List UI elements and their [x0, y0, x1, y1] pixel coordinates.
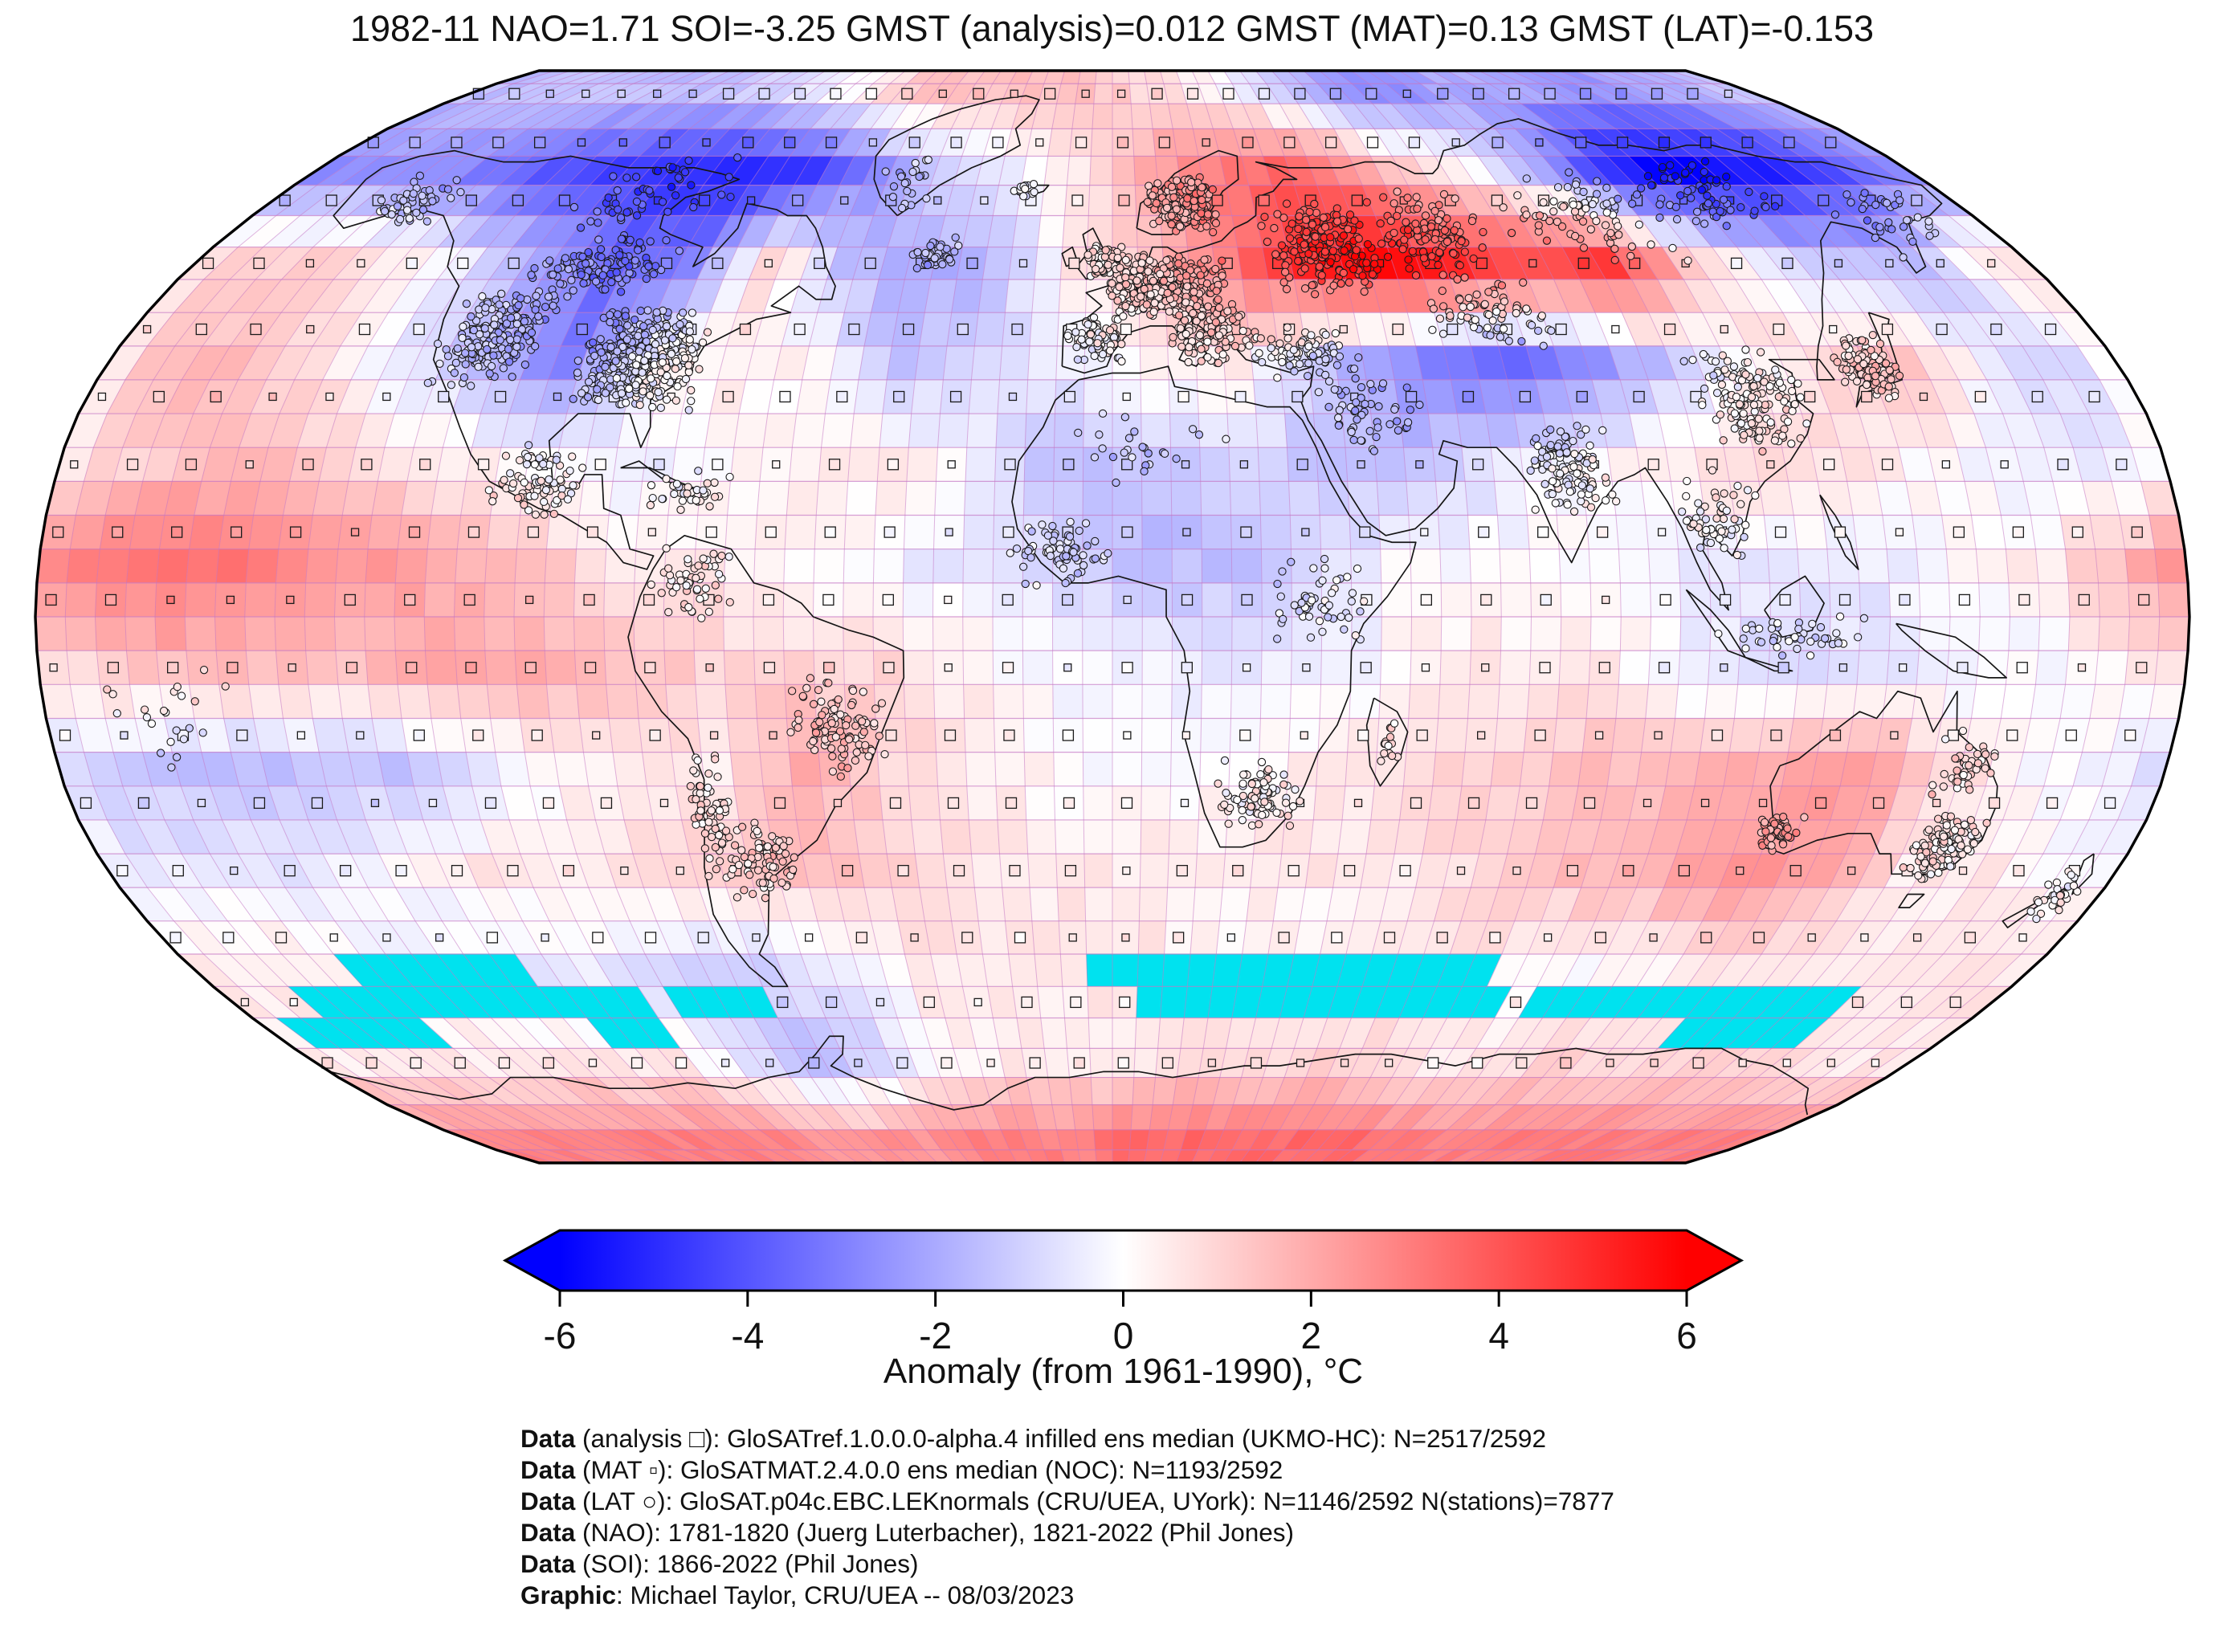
colorbar-tick-label: -2 — [919, 1315, 952, 1356]
colorbar-label: Anomaly (from 1961-1990), °C — [883, 1352, 1363, 1391]
analysis-square-markers — [45, 88, 2150, 1069]
colorbar-tick-label: -4 — [731, 1315, 764, 1356]
colorbar: -6 -4 -2 0 2 4 6 Anomaly (from 1961-1990), °C — [502, 1229, 1745, 1391]
footer-line-label: Data — [520, 1455, 576, 1484]
footer-line-text: (MAT ▫): GloSATMAT.2.4.0.0 ens median (N… — [575, 1455, 1283, 1484]
footer-line: Data (LAT ○): GloSAT.p04c.EBC.LEKnormals… — [520, 1486, 1614, 1517]
footer-line-text: (analysis □): GloSATref.1.0.0.0-alpha.4 … — [575, 1424, 1546, 1453]
footer-line: Data (MAT ▫): GloSATMAT.2.4.0.0 ens medi… — [520, 1454, 1614, 1486]
footer-line-text: (LAT ○): GloSAT.p04c.EBC.LEKnormals (CRU… — [575, 1487, 1614, 1515]
colorbar-tick-label: 0 — [1113, 1315, 1134, 1356]
colorbar-tick-label: 2 — [1301, 1315, 1322, 1356]
footer-line-label: Data — [520, 1487, 576, 1515]
footer-line: Data (NAO): 1781-1820 (Juerg Luterbacher… — [520, 1517, 1614, 1548]
footer-line-text: (NAO): 1781-1820 (Juerg Luterbacher), 18… — [575, 1518, 1295, 1547]
data-credits: Data (analysis □): GloSATref.1.0.0.0-alp… — [520, 1423, 1614, 1611]
footer-line-label: Graphic — [520, 1581, 617, 1609]
footer-line-text: (SOI): 1866-2022 (Phil Jones) — [575, 1549, 919, 1578]
page-title: 1982-11 NAO=1.71 SOI=-3.25 GMST (analysi… — [349, 8, 1875, 49]
footer-line: Data (SOI): 1866-2022 (Phil Jones) — [520, 1548, 1614, 1580]
footer-line-label: Data — [520, 1518, 576, 1547]
footer-line: Data (analysis □): GloSATref.1.0.0.0-alp… — [520, 1423, 1614, 1454]
colorbar-tick-label: 4 — [1488, 1315, 1509, 1356]
map-outline — [34, 69, 2191, 1165]
footer-line-label: Data — [520, 1549, 576, 1578]
colorbar-gradient-bar — [502, 1229, 1745, 1292]
colorbar-tick-label: 6 — [1676, 1315, 1697, 1356]
station-circle-markers — [103, 153, 2082, 924]
footer-line-text: : Michael Taylor, CRU/UEA -- 08/03/2023 — [616, 1581, 1075, 1609]
footer-line: Graphic: Michael Taylor, CRU/UEA -- 08/0… — [520, 1580, 1614, 1611]
colorbar-tick-label: -6 — [544, 1315, 577, 1356]
footer-line-label: Data — [520, 1424, 576, 1453]
